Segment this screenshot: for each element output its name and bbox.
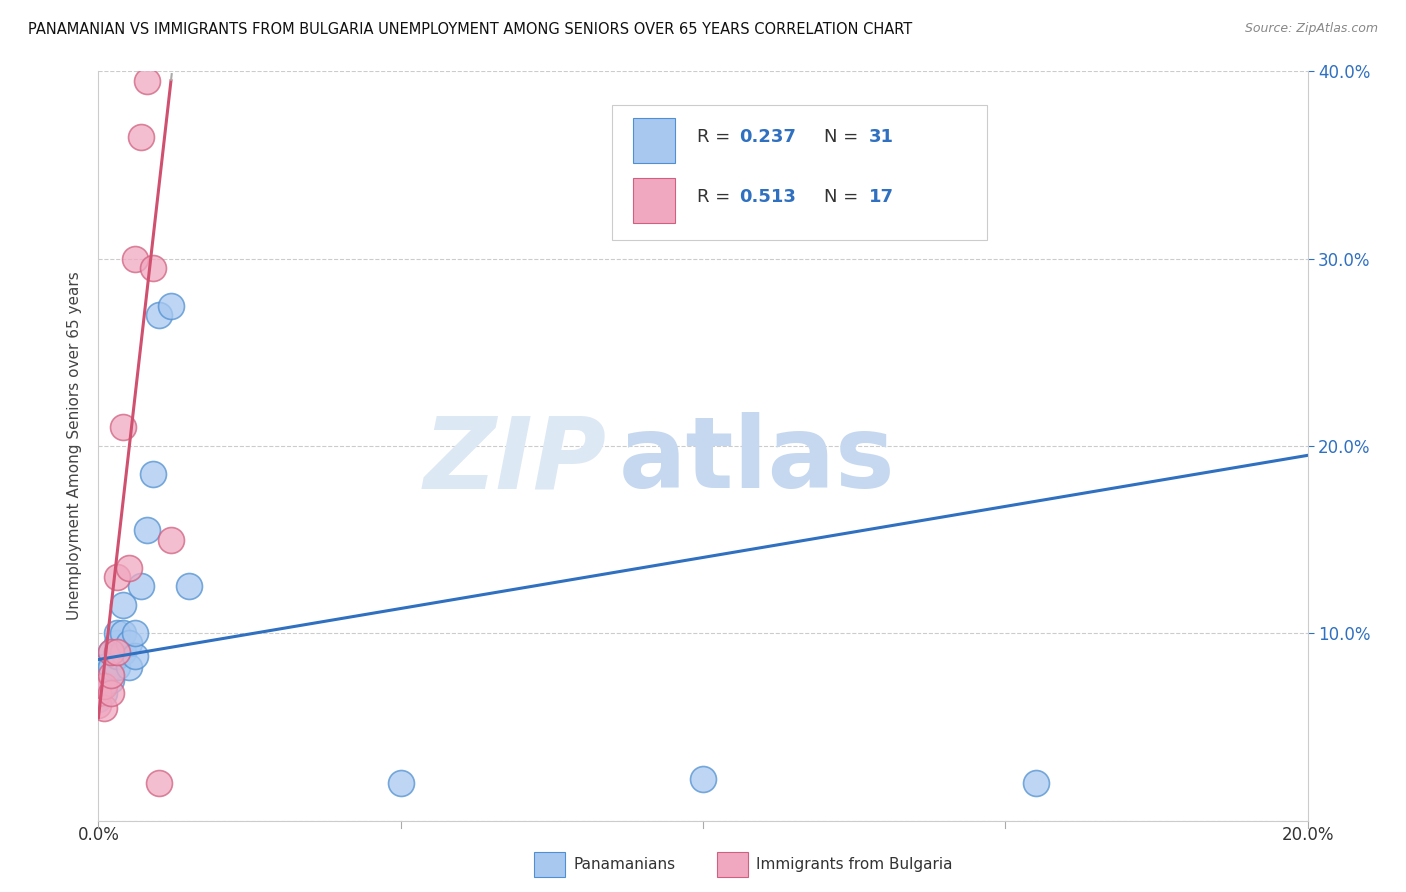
Point — [692, 772, 714, 787]
Text: R =: R = — [697, 188, 735, 206]
Point — [179, 580, 201, 594]
Point — [87, 686, 110, 700]
Point — [100, 673, 122, 688]
Point — [93, 667, 115, 681]
Point — [124, 626, 146, 640]
Point — [148, 776, 170, 790]
Point — [100, 645, 122, 659]
Point — [111, 626, 134, 640]
Text: 17: 17 — [869, 188, 894, 206]
Point — [87, 692, 110, 706]
Point — [93, 677, 115, 691]
Point — [118, 561, 141, 575]
Point — [100, 667, 122, 681]
Point — [160, 533, 183, 547]
Point — [87, 673, 110, 688]
Point — [118, 660, 141, 674]
Point — [93, 660, 115, 674]
Text: ZIP: ZIP — [423, 412, 606, 509]
Text: Immigrants from Bulgaria: Immigrants from Bulgaria — [756, 857, 953, 871]
Point — [111, 420, 134, 434]
Text: N =: N = — [824, 128, 863, 146]
Point — [87, 679, 110, 693]
Text: 0.513: 0.513 — [740, 188, 796, 206]
Point — [135, 524, 157, 538]
Text: N =: N = — [824, 188, 863, 206]
Bar — [633, 118, 675, 162]
Point — [135, 74, 157, 88]
Point — [111, 599, 134, 613]
Point — [93, 686, 115, 700]
FancyBboxPatch shape — [613, 105, 987, 240]
Text: 0.237: 0.237 — [740, 128, 796, 146]
Text: 31: 31 — [869, 128, 894, 146]
Point — [129, 130, 152, 145]
Text: PANAMANIAN VS IMMIGRANTS FROM BULGARIA UNEMPLOYMENT AMONG SENIORS OVER 65 YEARS : PANAMANIAN VS IMMIGRANTS FROM BULGARIA U… — [28, 22, 912, 37]
Bar — [633, 178, 675, 223]
Point — [100, 686, 122, 700]
Point — [87, 682, 110, 697]
Point — [124, 252, 146, 266]
Point — [1024, 776, 1046, 790]
Point — [100, 660, 122, 674]
Point — [87, 698, 110, 712]
Point — [389, 776, 412, 790]
Point — [105, 648, 128, 663]
Point — [160, 298, 183, 313]
Point — [93, 701, 115, 715]
Point — [142, 467, 165, 482]
Text: R =: R = — [697, 128, 735, 146]
Point — [93, 679, 115, 693]
Point — [142, 261, 165, 276]
Point — [124, 648, 146, 663]
Point — [105, 635, 128, 649]
Point — [100, 645, 122, 659]
Point — [118, 635, 141, 649]
Text: Source: ZipAtlas.com: Source: ZipAtlas.com — [1244, 22, 1378, 36]
Point — [148, 308, 170, 322]
Point — [105, 660, 128, 674]
Text: atlas: atlas — [619, 412, 896, 509]
Point — [105, 626, 128, 640]
Y-axis label: Unemployment Among Seniors over 65 years: Unemployment Among Seniors over 65 years — [67, 272, 83, 620]
Point — [129, 580, 152, 594]
Text: Panamanians: Panamanians — [574, 857, 676, 871]
Point — [105, 570, 128, 584]
Point — [105, 645, 128, 659]
Point — [111, 645, 134, 659]
